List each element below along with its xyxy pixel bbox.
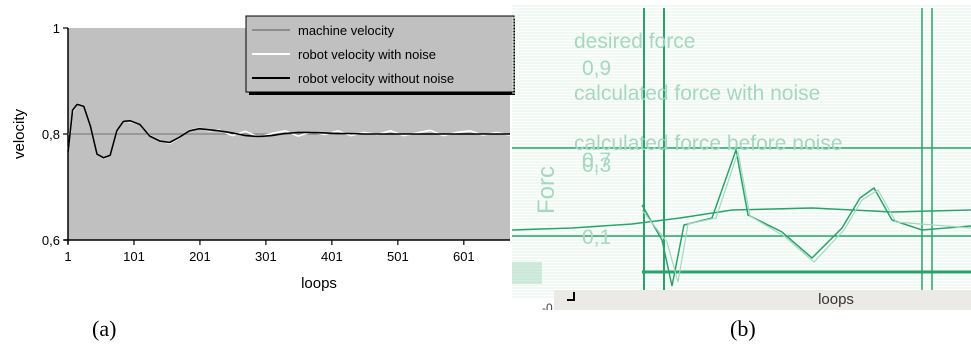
panel-a: 0,6 0,8 1 1 101 201 301 401 501 601 loops velocity m… [11, 15, 517, 292]
y-tick-label: 0,1 [582, 226, 611, 249]
x-axis-label: loops [818, 291, 854, 308]
legend-label: calculated force before noise [574, 132, 843, 155]
legend-label: calculated force with noise [574, 82, 820, 105]
y-axis-label: velocity [11, 108, 28, 159]
axis-corner-mark [567, 292, 575, 301]
y-axis-label: Forc [533, 166, 560, 214]
y-tick-label: 1 [53, 21, 60, 36]
series-line [641, 147, 971, 287]
y-tick-label: 0,7 [582, 149, 611, 172]
velocity-chart: 0,6 0,8 1 1 101 201 301 401 501 601 loops velocity m… [11, 15, 517, 292]
series-line [67, 103, 510, 159]
x-axis-label: loops [301, 275, 337, 292]
x-axis-band [554, 290, 971, 310]
x-tick-label: 201 [189, 249, 211, 264]
legend-label: robot velocity without noise [298, 71, 454, 86]
x-tick-label: 601 [453, 249, 475, 264]
y-tick-label: 0,8 [42, 127, 60, 142]
y-tick-label: 0,9 [582, 57, 611, 80]
legend-label: robot velocity with noise [298, 47, 436, 62]
y-tick-label: 0,6 [42, 233, 60, 248]
series-line [641, 149, 971, 283]
legend-label: desired force [574, 30, 695, 53]
legend-label: machine velocity [298, 23, 395, 38]
force-chart: desired force calculated force with noise… [511, 5, 971, 315]
x-tick-label: 1 [64, 249, 71, 264]
x-tick-label: 501 [387, 249, 409, 264]
y-tick-label: 0,3 [582, 154, 611, 177]
x-tick-label: 101 [123, 249, 145, 264]
caption-b: (b) [730, 316, 756, 341]
x-tick-label: 301 [255, 249, 277, 264]
x-tick-label: 401 [321, 249, 343, 264]
panel-b: desired force calculated force with noise… [511, 0, 971, 345]
plot-bottom-strip [512, 262, 542, 284]
caption-a: (a) [92, 316, 117, 341]
series-line [511, 207, 971, 231]
